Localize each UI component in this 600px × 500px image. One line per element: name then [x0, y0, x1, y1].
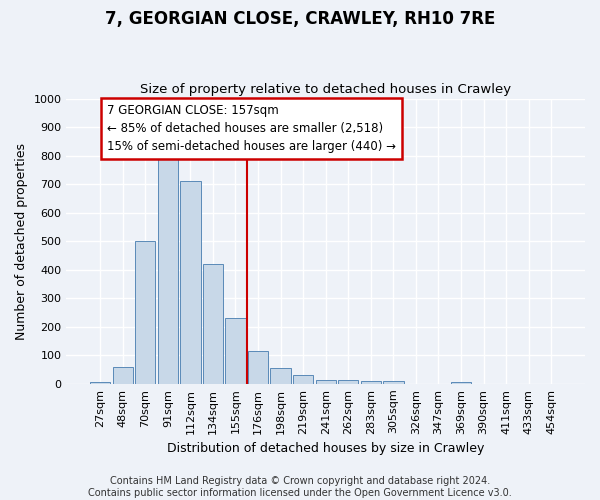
Text: 7 GEORGIAN CLOSE: 157sqm
← 85% of detached houses are smaller (2,518)
15% of sem: 7 GEORGIAN CLOSE: 157sqm ← 85% of detach…	[107, 104, 396, 154]
Y-axis label: Number of detached properties: Number of detached properties	[15, 142, 28, 340]
X-axis label: Distribution of detached houses by size in Crawley: Distribution of detached houses by size …	[167, 442, 484, 455]
Bar	[271, 368, 291, 384]
Bar	[203, 264, 223, 384]
Text: Contains HM Land Registry data © Crown copyright and database right 2024.
Contai: Contains HM Land Registry data © Crown c…	[88, 476, 512, 498]
Bar	[90, 382, 110, 384]
Bar	[338, 380, 358, 384]
Bar	[248, 351, 268, 384]
Bar	[180, 182, 200, 384]
Bar	[316, 380, 336, 384]
Bar	[361, 381, 381, 384]
Title: Size of property relative to detached houses in Crawley: Size of property relative to detached ho…	[140, 83, 511, 96]
Bar	[158, 150, 178, 384]
Bar	[451, 382, 471, 384]
Bar	[135, 241, 155, 384]
Text: 7, GEORGIAN CLOSE, CRAWLEY, RH10 7RE: 7, GEORGIAN CLOSE, CRAWLEY, RH10 7RE	[105, 10, 495, 28]
Bar	[226, 318, 245, 384]
Bar	[113, 366, 133, 384]
Bar	[293, 375, 313, 384]
Bar	[383, 381, 404, 384]
